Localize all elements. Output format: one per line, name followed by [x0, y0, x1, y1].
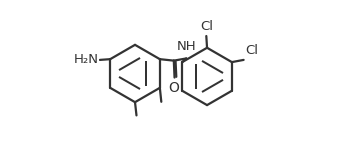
Text: Cl: Cl — [245, 44, 258, 57]
Text: O: O — [168, 81, 179, 95]
Text: NH: NH — [177, 40, 196, 53]
Text: H₂N: H₂N — [73, 53, 98, 66]
Text: Cl: Cl — [200, 20, 213, 33]
